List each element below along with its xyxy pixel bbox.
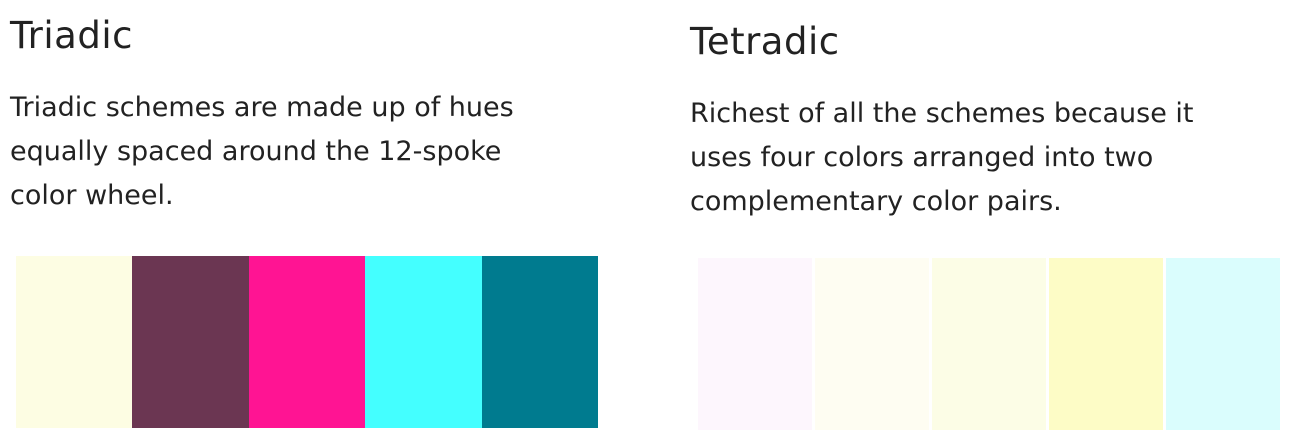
- triadic-description-line: Triadic schemes are made up of hues: [10, 92, 514, 123]
- tetradic-description: Richest of all the schemes because it us…: [690, 92, 1194, 224]
- tetradic-swatch-4: [1049, 258, 1163, 430]
- tetradic-swatch-3: [932, 258, 1046, 430]
- triadic-panel: Triadic Triadic schemes are made up of h…: [10, 0, 630, 441]
- triadic-swatch-2: [132, 256, 249, 428]
- triadic-swatch-1: [16, 256, 133, 428]
- tetradic-panel: Tetradic Richest of all the schemes beca…: [690, 0, 1290, 441]
- tetradic-swatch-2: [815, 258, 929, 430]
- tetradic-description-line: complementary color pairs.: [690, 186, 1062, 217]
- tetradic-description-line: uses four colors arranged into two: [690, 142, 1154, 173]
- tetradic-title: Tetradic: [690, 20, 840, 63]
- tetradic-swatch-1: [698, 258, 812, 430]
- tetradic-swatch-5: [1166, 258, 1280, 430]
- triadic-description: Triadic schemes are made up of hues equa…: [10, 86, 514, 218]
- triadic-swatch-4: [365, 256, 482, 428]
- tetradic-description-line: Richest of all the schemes because it: [690, 98, 1194, 129]
- triadic-swatch-strip: [16, 256, 599, 428]
- triadic-description-line: color wheel.: [10, 180, 174, 211]
- triadic-title: Triadic: [10, 14, 133, 57]
- triadic-swatch-3: [248, 256, 366, 428]
- triadic-description-line: equally spaced around the 12-spoke: [10, 136, 502, 167]
- triadic-swatch-5: [481, 256, 599, 428]
- tetradic-swatch-strip: [698, 258, 1280, 430]
